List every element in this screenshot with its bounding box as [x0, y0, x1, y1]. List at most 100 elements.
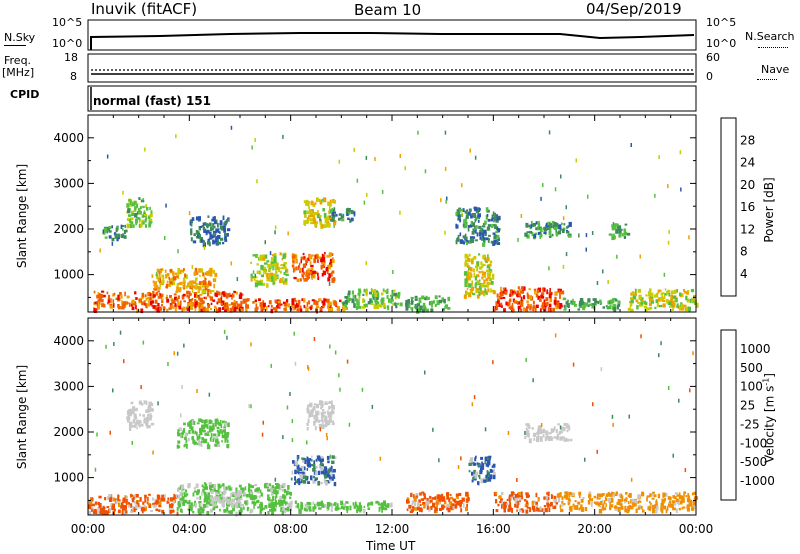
colorbar-tick-label: 500 [740, 361, 763, 375]
data-cell [411, 308, 414, 312]
data-cell [339, 387, 341, 392]
data-cell [134, 425, 136, 428]
data-cell [429, 499, 433, 503]
data-cell [559, 436, 563, 441]
data-cell [484, 256, 487, 262]
data-cell [438, 499, 442, 502]
data-cell [197, 489, 200, 493]
data-cell [348, 422, 351, 427]
data-cell [628, 414, 630, 419]
data-cell [574, 500, 577, 503]
data-cell [217, 444, 221, 448]
data-cell [540, 232, 543, 235]
data-cell [595, 501, 599, 506]
data-cell [553, 505, 557, 510]
data-cell [150, 403, 154, 407]
data-cell [482, 271, 486, 276]
data-cell [127, 214, 132, 217]
data-cell [201, 491, 203, 496]
data-cell [208, 427, 212, 433]
data-cell [446, 503, 451, 508]
data-cell [122, 499, 126, 503]
data-cell [675, 508, 678, 513]
data-cell [661, 292, 665, 295]
data-cell [466, 503, 468, 508]
data-cell [306, 476, 309, 479]
data-cell [279, 501, 283, 506]
data-cell [294, 482, 296, 485]
data-cell [210, 290, 212, 294]
data-cell [166, 308, 169, 312]
data-cell [148, 302, 150, 307]
data-cell [526, 423, 530, 427]
data-cell [545, 302, 548, 306]
data-cell [207, 434, 210, 437]
data-cell [383, 302, 386, 308]
data-cell [218, 431, 221, 437]
data-cell [136, 211, 139, 215]
data-cell [268, 300, 272, 305]
data-cell [223, 293, 226, 297]
data-cell [381, 292, 384, 296]
data-cell [150, 422, 155, 426]
data-cell [640, 505, 643, 510]
data-cell [413, 497, 417, 502]
data-cell [208, 482, 212, 485]
y-tick-label: 3000 [53, 379, 84, 393]
data-cell [562, 216, 565, 221]
data-cell [269, 483, 272, 487]
data-cell [464, 210, 468, 214]
data-cell [635, 508, 638, 513]
data-cell [486, 477, 488, 482]
data-cell [315, 197, 319, 202]
data-cell [626, 232, 631, 236]
data-cell [609, 304, 612, 310]
data-cell [291, 303, 295, 309]
data-cell [152, 288, 155, 291]
data-cell [267, 494, 270, 497]
data-cell [333, 224, 335, 228]
data-cell [495, 492, 498, 495]
data-cell [587, 499, 591, 505]
data-cell [346, 213, 349, 216]
data-cell [258, 257, 263, 261]
data-cell [488, 234, 491, 237]
data-cell [320, 470, 325, 475]
data-cell [273, 255, 277, 260]
data-cell [248, 493, 251, 498]
data-cell [269, 251, 272, 256]
data-cell [212, 437, 216, 440]
data-cell [194, 280, 196, 285]
data-cell [464, 282, 468, 287]
data-cell [174, 272, 177, 276]
data-cell [271, 489, 274, 495]
data-cell [209, 234, 213, 239]
data-cell [382, 506, 385, 510]
data-cell [151, 294, 154, 299]
data-cell [336, 503, 339, 507]
data-cell [508, 506, 512, 510]
data-cell [312, 215, 316, 220]
data-cell [140, 223, 143, 228]
data-cell [468, 462, 472, 466]
data-cell [322, 424, 326, 428]
data-cell [157, 290, 160, 293]
data-cell [638, 301, 641, 307]
data-cell [561, 503, 564, 507]
data-cell [559, 294, 561, 299]
data-cell [203, 246, 206, 250]
data-cell [471, 402, 474, 407]
data-cell [164, 269, 167, 273]
data-cell [494, 225, 497, 230]
data-cell [375, 300, 378, 306]
data-cell [303, 304, 306, 309]
data-cell [681, 495, 685, 500]
data-cell [180, 435, 183, 439]
data-cell [479, 467, 483, 472]
data-cell [304, 214, 307, 218]
data-cell [93, 308, 97, 313]
data-cell [381, 509, 383, 513]
data-cell [146, 207, 149, 211]
data-cell [156, 499, 159, 504]
data-cell [282, 505, 285, 510]
